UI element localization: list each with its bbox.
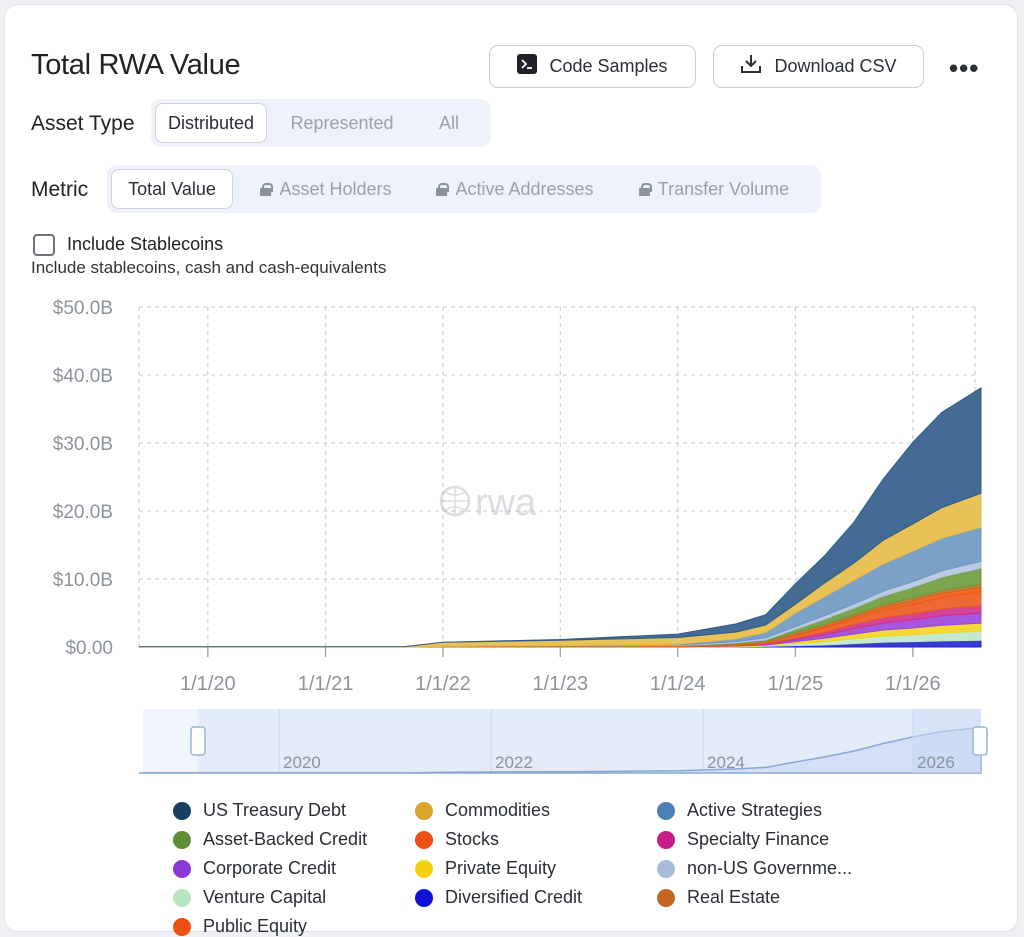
legend-color-dot	[657, 830, 675, 849]
legend-color-dot	[173, 917, 191, 936]
legend-item[interactable]: Corporate Credit	[173, 858, 336, 879]
include-stablecoins-help: Include stablecoins, cash and cash-equiv…	[31, 258, 387, 277]
navigator-year-label: 2026	[917, 753, 955, 772]
legend-label: Private Equity	[445, 858, 557, 878]
x-tick-label: 1/1/21	[298, 673, 354, 695]
legend-item[interactable]: Active Strategies	[657, 800, 822, 821]
active-addresses-label: Active Addresses	[455, 178, 594, 199]
y-axis-ticks: $0.00 $10.0B $20.0B $30.0B $40.0B $50.0B	[53, 298, 113, 659]
asset-holders-label: Asset Holders	[279, 178, 392, 199]
legend-label: non-US Governme...	[687, 858, 853, 878]
legend-label: Commodities	[445, 800, 551, 820]
navigator-year-label: 2022	[495, 753, 533, 772]
legend-color-dot	[415, 888, 433, 907]
metric-option-total-value[interactable]: Total Value	[111, 169, 233, 209]
watermark-text: rwa	[475, 482, 537, 524]
x-tick-label: 1/1/26	[885, 673, 941, 695]
x-tick-label: 1/1/23	[533, 673, 589, 695]
legend-label: Corporate Credit	[203, 858, 337, 878]
legend-color-dot	[657, 801, 675, 820]
code-samples-button[interactable]: Code Samples	[489, 45, 696, 88]
legend-label: Specialty Finance	[687, 829, 830, 849]
metric-option-transfer-volume[interactable]: Transfer Volume	[621, 169, 807, 209]
y-tick-label: $20.0B	[53, 502, 113, 523]
y-tick-label: $10.0B	[53, 570, 113, 591]
transfer-volume-label: Transfer Volume	[657, 178, 790, 199]
x-tick-label: 1/1/24	[650, 673, 706, 695]
download-csv-button[interactable]: Download CSV	[713, 45, 924, 88]
legend-color-dot	[173, 801, 191, 820]
legend-item[interactable]: Public Equity	[173, 916, 307, 937]
chart-title: Total RWA Value	[31, 49, 241, 81]
legend-color-dot	[657, 859, 675, 878]
asset-type-option-represented[interactable]: Represented	[290, 112, 394, 133]
navigator-left-handle	[190, 726, 206, 756]
range-navigator[interactable]: 2020 2022 2024 2026	[5, 709, 1019, 779]
download-csv-label: Download CSV	[774, 56, 897, 76]
legend-item[interactable]: Specialty Finance	[657, 829, 829, 850]
legend-item[interactable]: Real Estate	[657, 887, 780, 908]
x-tick-label: 1/1/22	[415, 673, 471, 695]
asset-type-selector: Distributed Represented All	[151, 99, 491, 147]
legend-label: Real Estate	[687, 887, 781, 907]
legend-label: Stocks	[445, 829, 500, 849]
legend-item[interactable]: Private Equity	[415, 858, 556, 879]
lock-icon	[260, 182, 274, 196]
legend-color-dot	[415, 859, 433, 878]
include-stablecoins-checkbox[interactable]	[33, 234, 55, 256]
legend-color-dot	[173, 830, 191, 849]
code-samples-label: Code Samples	[549, 56, 668, 76]
legend-item[interactable]: Stocks	[415, 829, 499, 850]
legend-label: Public Equity	[203, 916, 308, 936]
chart-card: Total RWA Value Code Samples Download CS…	[4, 4, 1019, 936]
area-us-treasury-debt	[139, 386, 982, 648]
legend-item[interactable]: non-US Governme...	[657, 858, 852, 879]
navigator-year-label: 2020	[283, 753, 321, 772]
x-tick-label: 1/1/20	[180, 673, 236, 695]
include-stablecoins-label: Include Stablecoins	[67, 234, 224, 254]
legend-label: US Treasury Debt	[203, 800, 347, 820]
asset-type-option-all[interactable]: All	[438, 112, 459, 133]
metric-label: Metric	[31, 178, 89, 201]
legend-color-dot	[657, 888, 675, 907]
x-axis-ticks: 1/1/20 1/1/21 1/1/22 1/1/23 1/1/24 1/1/25 1/1/…	[180, 673, 941, 695]
legend-color-dot	[415, 801, 433, 820]
y-tick-label: $0.00	[65, 638, 113, 659]
more-options-icon[interactable]: •••	[949, 53, 980, 83]
y-tick-label: $40.0B	[53, 366, 113, 387]
legend-item[interactable]: Commodities	[415, 800, 550, 821]
download-icon	[740, 54, 762, 79]
watermark: rwa	[439, 482, 537, 524]
legend-label: Active Strategies	[687, 800, 823, 820]
metric-option-active-addresses[interactable]: Active Addresses	[417, 169, 613, 209]
asset-type-label: Asset Type	[31, 112, 135, 135]
legend-color-dot	[173, 859, 191, 878]
legend-label: Asset-Backed Credit	[203, 829, 368, 849]
terminal-icon	[517, 54, 538, 79]
legend-label: Diversified Credit	[445, 887, 583, 907]
legend-color-dot	[173, 888, 191, 907]
area-chart: rwa $0.00$10.0B$20.0B$30.0B$40.0B$50.0B …	[53, 298, 982, 695]
legend-item[interactable]: Asset-Backed Credit	[173, 829, 367, 850]
x-tick-label: 1/1/25	[768, 673, 824, 695]
legend-label: Venture Capital	[203, 887, 327, 907]
asset-type-option-distributed[interactable]: Distributed	[155, 103, 267, 143]
metric-option-asset-holders[interactable]: Asset Holders	[241, 169, 411, 209]
y-tick-label: $50.0B	[53, 298, 113, 319]
legend-item[interactable]: Diversified Credit	[415, 887, 582, 908]
chart-areas	[138, 386, 982, 648]
navigator-right-handle	[972, 726, 988, 756]
legend-item[interactable]: US Treasury Debt	[173, 800, 346, 821]
navigator-year-label: 2024	[707, 753, 745, 772]
legend-item[interactable]: Venture Capital	[173, 887, 326, 908]
lock-icon	[638, 182, 652, 196]
y-tick-label: $30.0B	[53, 434, 113, 455]
metric-selector: Total Value Asset Holders Active Address…	[107, 165, 821, 213]
legend-color-dot	[415, 830, 433, 849]
lock-icon	[436, 182, 450, 196]
